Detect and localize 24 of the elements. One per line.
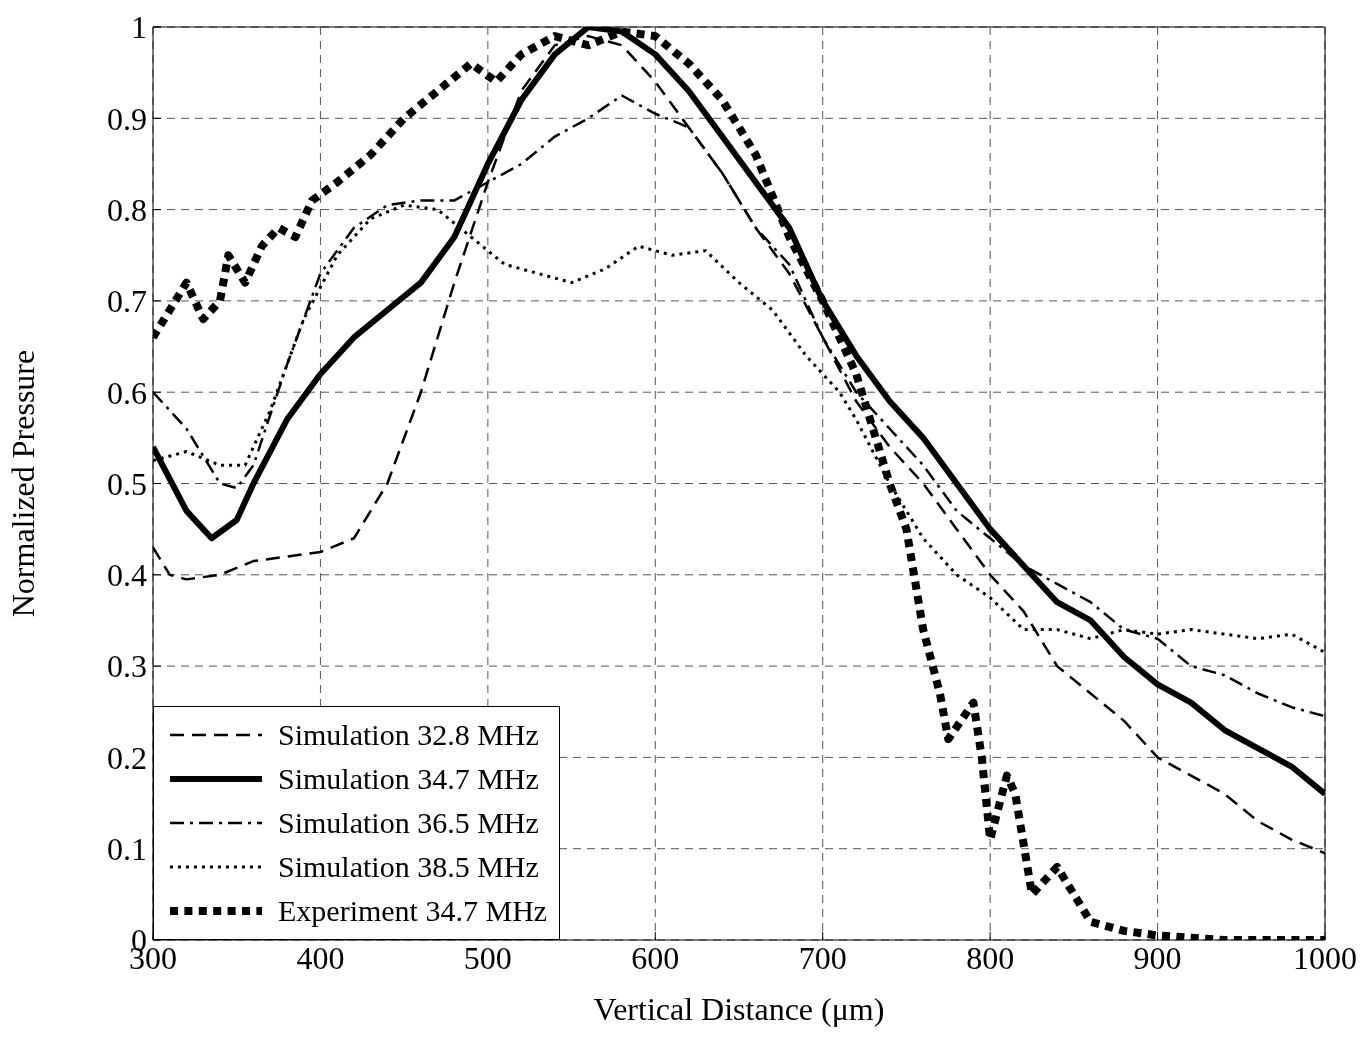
legend-label: Simulation 36.5 MHz xyxy=(278,806,539,840)
y-tick-label: 0.2 xyxy=(107,739,147,776)
x-tick-label: 500 xyxy=(463,939,512,976)
y-tick-label: 0.6 xyxy=(107,374,147,411)
x-tick-label: 800 xyxy=(966,939,1015,976)
x-axis-title: Vertical Distance (μm) xyxy=(593,991,885,1027)
x-tick-label: 900 xyxy=(1133,939,1182,976)
legend-label: Simulation 34.7 MHz xyxy=(278,762,539,796)
y-tick-label: 0.8 xyxy=(107,191,147,228)
legend-label: Simulation 32.8 MHz xyxy=(278,718,539,752)
y-axis-title: Normalized Pressure xyxy=(5,349,42,618)
x-tick-label: 700 xyxy=(798,939,847,976)
y-tick-label: 1 xyxy=(131,9,147,46)
y-tick-label: 0.9 xyxy=(107,100,147,137)
legend-label: Experiment 34.7 MHz xyxy=(278,894,548,928)
y-tick-label: 0.7 xyxy=(107,283,147,320)
y-tick-label: 0.5 xyxy=(107,465,147,502)
x-tick-label: 1000 xyxy=(1293,939,1357,976)
y-tick-label: 0.1 xyxy=(107,831,147,868)
legend-label: Simulation 38.5 MHz xyxy=(278,850,539,884)
x-tick-label: 600 xyxy=(631,939,680,976)
x-tick-label: 400 xyxy=(296,939,345,976)
y-tick-label: 0.4 xyxy=(107,557,147,594)
y-tick-label: 0.3 xyxy=(107,648,147,685)
